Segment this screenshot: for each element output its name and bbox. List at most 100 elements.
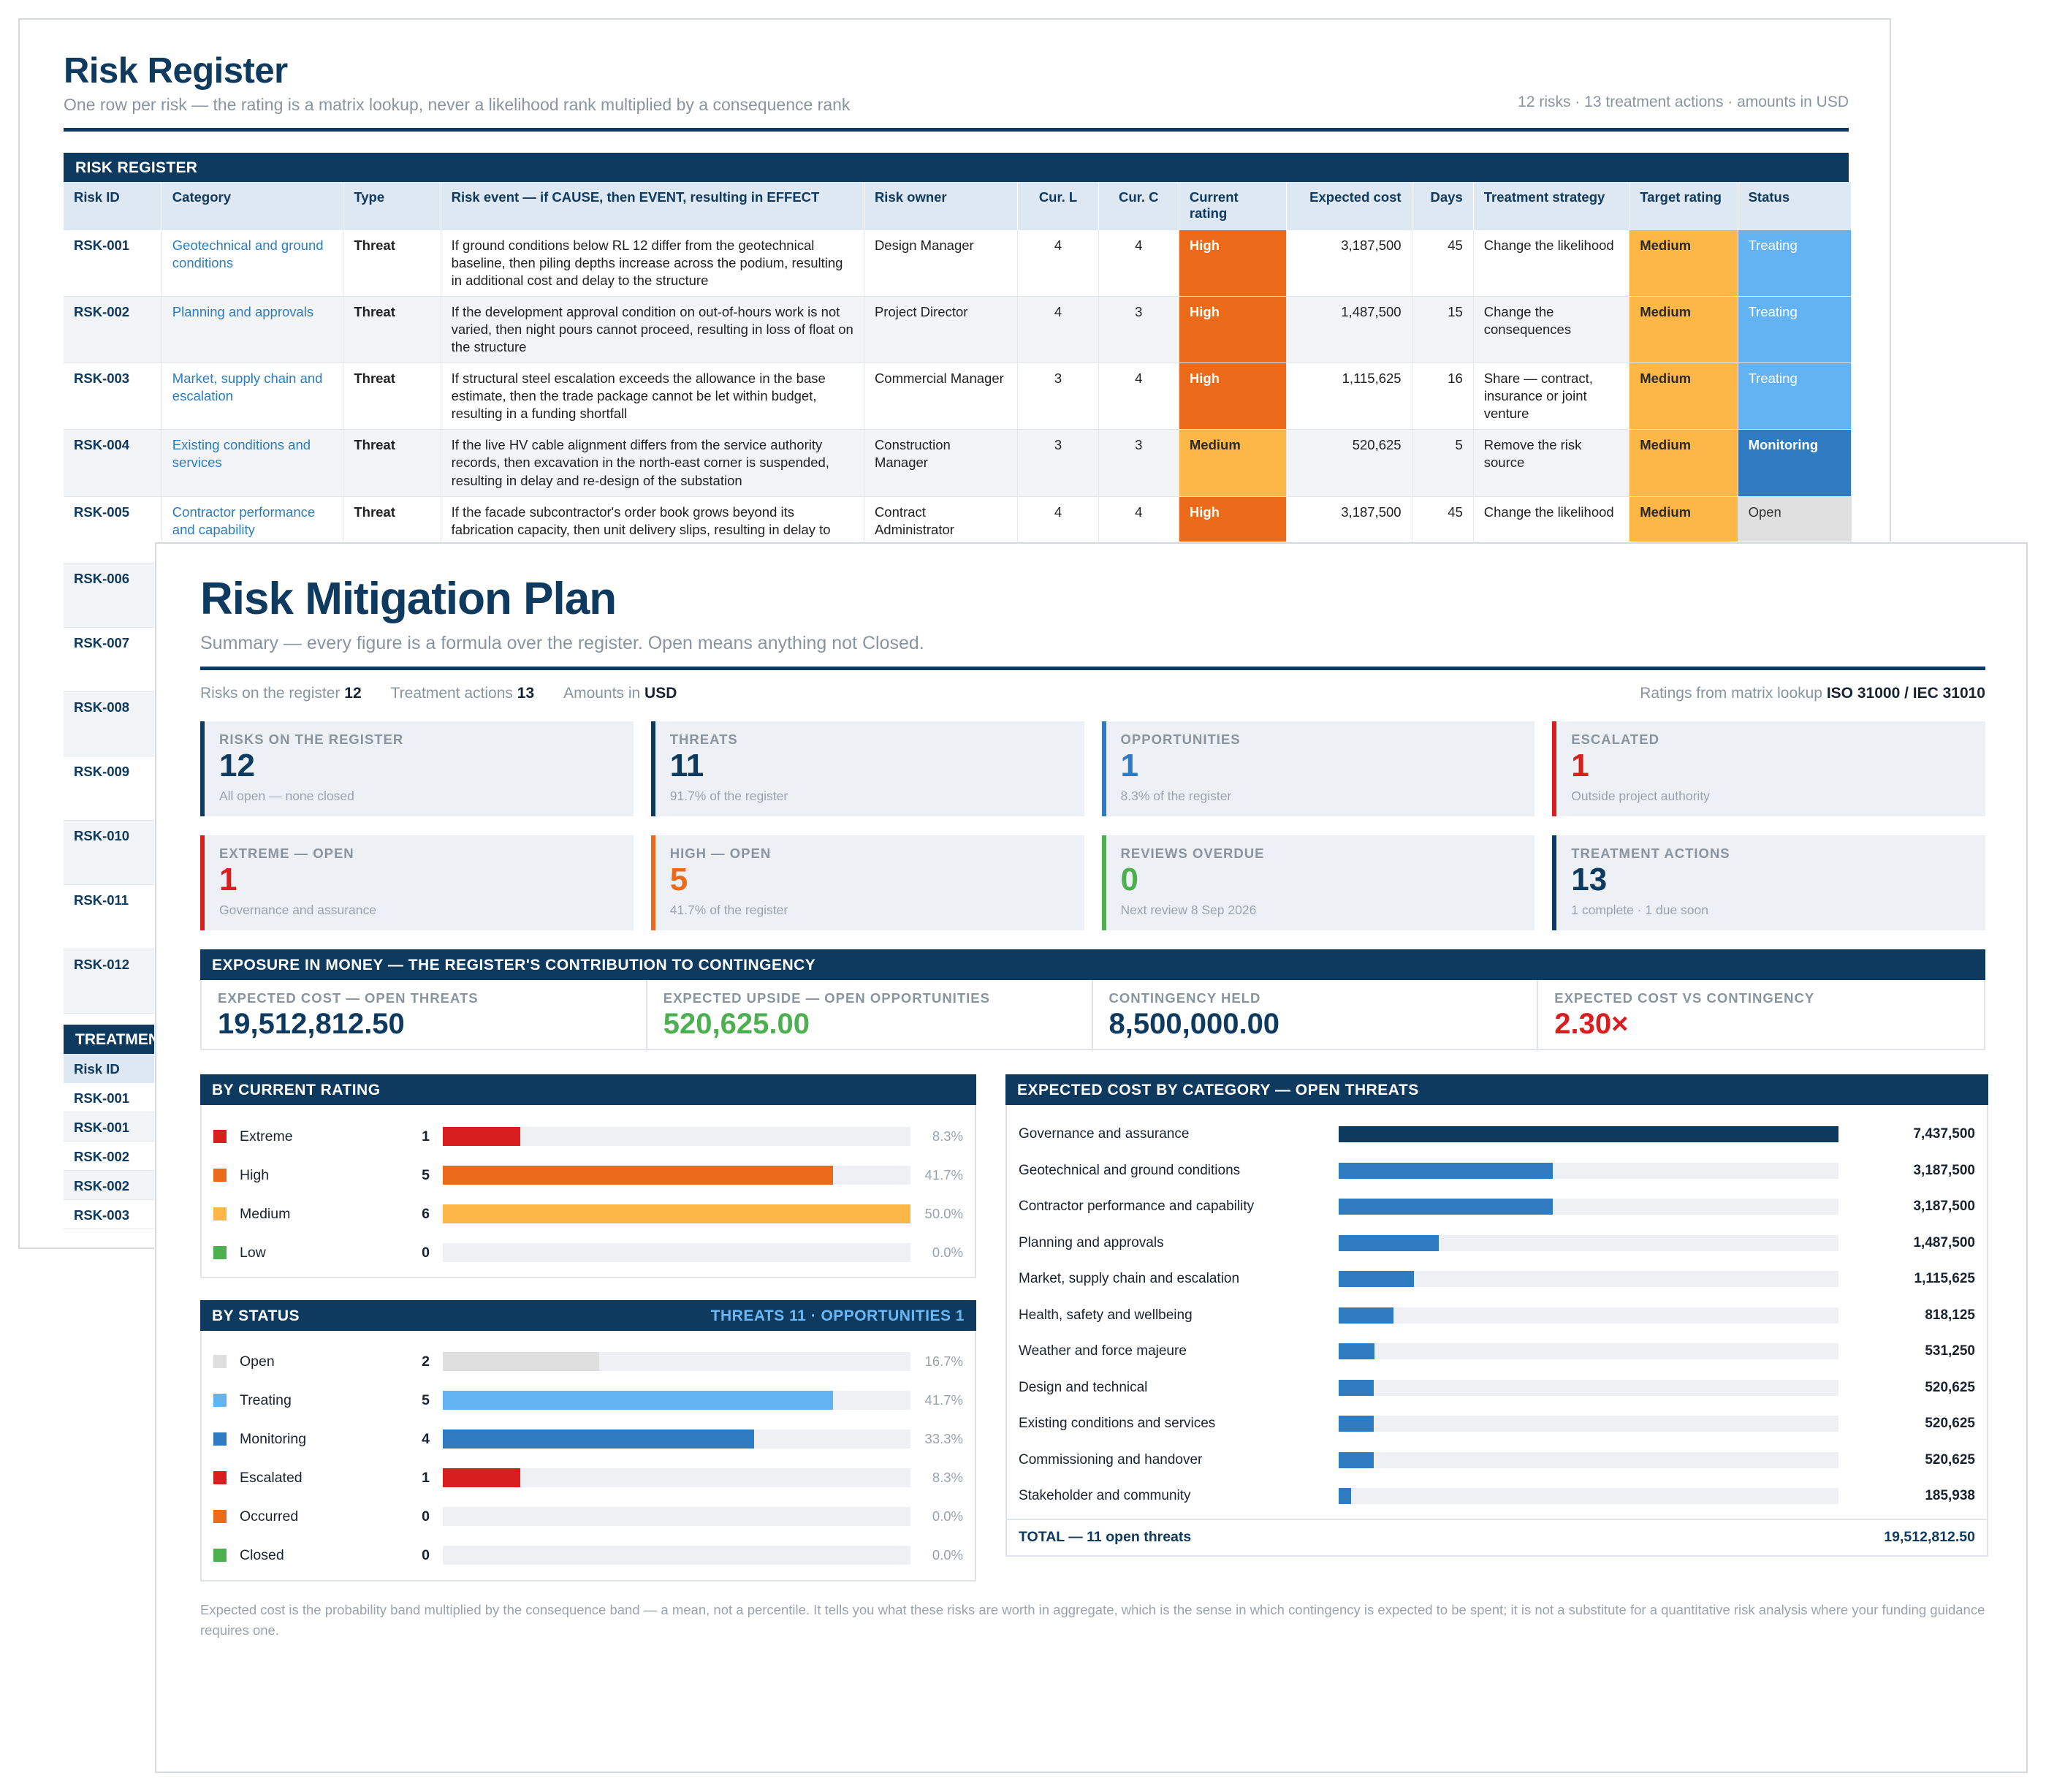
legend-swatch bbox=[213, 1471, 227, 1484]
exposure-title: EXPOSURE IN MONEY — THE REGISTER'S CONTR… bbox=[200, 949, 1985, 980]
plan-title: Risk Mitigation Plan bbox=[200, 574, 617, 624]
category-value: 1,487,500 bbox=[1913, 1234, 1975, 1250]
cell-l: 4 bbox=[1017, 296, 1099, 364]
kpi-value: 1 bbox=[1571, 748, 1589, 783]
cell-category: Geotechnical and ground conditions bbox=[161, 230, 344, 297]
bar-label: Escalated bbox=[240, 1469, 303, 1486]
bar-track bbox=[443, 1546, 910, 1565]
category-bar bbox=[1339, 1234, 1439, 1251]
kpi-card: Reviews overdue 0 Next review 8 Sep 2026 bbox=[1101, 835, 1535, 930]
legend-swatch bbox=[213, 1510, 227, 1523]
kpi-note: Governance and assurance bbox=[219, 903, 376, 918]
bar-row: Extreme 1 8.3% bbox=[213, 1125, 963, 1147]
table-row[interactable]: RSK-002 Planning and approvals Threat If th… bbox=[64, 296, 1852, 364]
cell-owner: Commercial Manager bbox=[864, 362, 1019, 430]
category-bar bbox=[1339, 1343, 1374, 1359]
cell-strategy: Change the consequences bbox=[1473, 296, 1630, 364]
cell-c: 4 bbox=[1098, 362, 1179, 430]
bar-row: Monitoring 4 33.3% bbox=[213, 1428, 963, 1450]
category-label: Governance and assurance bbox=[1019, 1126, 1190, 1142]
bar-track bbox=[443, 1352, 910, 1371]
kpi-card: Escalated 1 Outside project authority bbox=[1552, 721, 1985, 816]
column-header: Cur. L bbox=[1017, 182, 1099, 230]
kpi-note: 1 complete · 1 due soon bbox=[1571, 903, 1709, 918]
category-bar bbox=[1339, 1307, 1394, 1324]
category-track bbox=[1339, 1416, 1838, 1432]
kpi-value: 1 bbox=[219, 862, 237, 897]
bar-percent: 33.3% bbox=[924, 1431, 963, 1446]
risk-mitigation-plan-sheet: Risk Mitigation Plan Summary — every fig… bbox=[155, 542, 2028, 1773]
cell-type: Threat bbox=[343, 296, 441, 364]
bar-count: 6 bbox=[422, 1205, 430, 1222]
bar-percent: 41.7% bbox=[924, 1167, 963, 1182]
exposure-value: 19,512,812.50 bbox=[218, 1008, 405, 1040]
column-header: Risk event — if CAUSE, then EVENT, resul… bbox=[441, 182, 864, 230]
category-label: Health, safety and wellbeing bbox=[1019, 1307, 1193, 1323]
kpi-value: 0 bbox=[1120, 862, 1138, 897]
category-value: 818,125 bbox=[1925, 1307, 1975, 1323]
meta-risks: Risks on the register 12 bbox=[200, 685, 362, 702]
category-bar bbox=[1339, 1199, 1553, 1215]
kpi-label: Risks on the register bbox=[219, 732, 404, 747]
category-value: 185,938 bbox=[1925, 1488, 1975, 1503]
bar-row: Medium 6 50.0% bbox=[213, 1203, 963, 1225]
bar-row: Treating 5 41.7% bbox=[213, 1389, 963, 1411]
cell-id: RSK-011 bbox=[64, 884, 162, 949]
cell-id: RSK-004 bbox=[64, 429, 162, 497]
bar-percent: 8.3% bbox=[932, 1470, 963, 1485]
bar-track bbox=[443, 1507, 910, 1526]
exposure-label: EXPECTED COST VS CONTINGENCY bbox=[1554, 990, 1815, 1006]
cell-type: Threat bbox=[343, 230, 441, 297]
exposure-label: EXPECTED UPSIDE — OPEN OPPORTUNITIES bbox=[663, 990, 990, 1006]
category-track bbox=[1339, 1162, 1838, 1179]
kpi-value: 1 bbox=[1120, 748, 1138, 783]
category-bar bbox=[1339, 1451, 1374, 1468]
bar-fill bbox=[443, 1391, 833, 1410]
cell-target: Medium bbox=[1629, 429, 1738, 497]
register-header-row: Risk ID Category Type Risk event — if CAUSE… bbox=[64, 182, 1852, 230]
category-track bbox=[1339, 1307, 1838, 1324]
legend-swatch bbox=[213, 1169, 227, 1182]
category-row: Health, safety and wellbeing 818,125 bbox=[1019, 1305, 1975, 1326]
bar-percent: 0.0% bbox=[932, 1547, 963, 1563]
category-label: Market, supply chain and escalation bbox=[1019, 1271, 1240, 1286]
cell-id: RSK-008 bbox=[64, 691, 162, 756]
category-bar bbox=[1339, 1379, 1374, 1396]
cell-owner: Design Manager bbox=[864, 230, 1019, 297]
category-label: Existing conditions and services bbox=[1019, 1416, 1216, 1431]
bar-row: Open 2 16.7% bbox=[213, 1351, 963, 1373]
kpi-label: Extreme — open bbox=[219, 846, 354, 861]
bar-percent: 8.3% bbox=[932, 1128, 963, 1144]
category-track bbox=[1339, 1126, 1838, 1142]
kpi-row-2: Extreme — open 1 Governance and assurance H… bbox=[200, 835, 1985, 930]
category-row: Stakeholder and community 185,938 bbox=[1019, 1486, 1975, 1506]
category-value: 7,437,500 bbox=[1913, 1126, 1975, 1142]
legend-swatch bbox=[213, 1130, 227, 1143]
category-bar bbox=[1339, 1126, 1838, 1142]
bar-percent: 50.0% bbox=[924, 1206, 963, 1221]
legend-swatch bbox=[213, 1246, 227, 1259]
bar-row: Closed 0 0.0% bbox=[213, 1544, 963, 1566]
table-row[interactable]: RSK-003 Market, supply chain and escalati… bbox=[64, 362, 1852, 430]
category-value: 520,625 bbox=[1925, 1416, 1975, 1431]
kpi-value: 12 bbox=[219, 748, 255, 783]
category-label: Planning and approvals bbox=[1019, 1234, 1164, 1250]
cell-l: 3 bbox=[1017, 429, 1099, 497]
column-header: Treatment strategy bbox=[1473, 182, 1630, 230]
table-row[interactable]: RSK-004 Existing conditions and services T… bbox=[64, 429, 1852, 497]
kpi-label: Escalated bbox=[1571, 732, 1659, 747]
kpi-label: Treatment actions bbox=[1571, 846, 1730, 861]
category-bar bbox=[1339, 1271, 1414, 1287]
cell-event: If the live HV cable alignment differs f… bbox=[441, 429, 864, 497]
legend-swatch bbox=[213, 1207, 227, 1220]
bar-count: 0 bbox=[422, 1244, 430, 1261]
kpi-label: High — open bbox=[669, 846, 772, 861]
bar-fill bbox=[443, 1468, 521, 1487]
category-row: Existing conditions and services 520,625 bbox=[1019, 1413, 1975, 1434]
column-header: Type bbox=[343, 182, 441, 230]
kpi-card: Threats 11 91.7% of the register bbox=[650, 721, 1084, 816]
cell-event: If ground conditions below RL 12 differ … bbox=[441, 230, 864, 297]
exposure-label: EXPECTED COST — OPEN THREATS bbox=[218, 990, 479, 1006]
table-row[interactable]: RSK-001 Geotechnical and ground condition… bbox=[64, 230, 1852, 297]
category-bar bbox=[1339, 1162, 1553, 1179]
